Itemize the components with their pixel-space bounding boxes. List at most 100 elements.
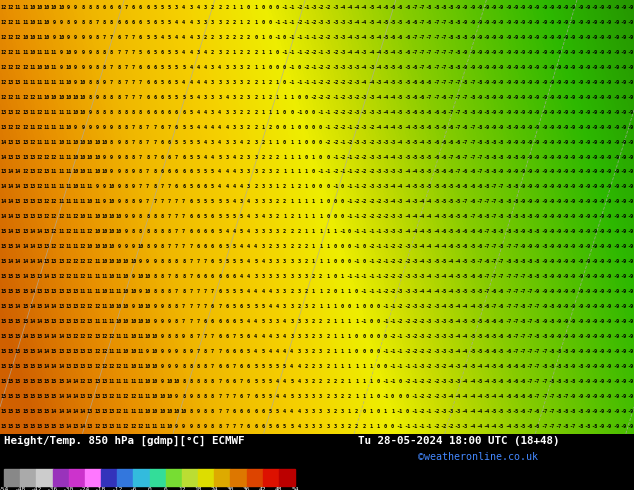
- Text: -9: -9: [598, 80, 605, 85]
- Text: 8: 8: [110, 140, 113, 145]
- Text: 11: 11: [145, 424, 151, 429]
- Text: 0: 0: [340, 199, 344, 204]
- Text: -4: -4: [411, 229, 417, 234]
- Text: -6: -6: [498, 379, 504, 384]
- Text: 9: 9: [117, 140, 120, 145]
- Text: -1: -1: [397, 349, 403, 354]
- Text: -9: -9: [548, 289, 554, 294]
- Text: -7: -7: [505, 289, 511, 294]
- Text: -2: -2: [389, 334, 396, 339]
- Text: -9: -9: [569, 124, 576, 129]
- Text: -1: -1: [303, 35, 309, 40]
- Text: 6: 6: [240, 394, 243, 399]
- Text: -7: -7: [433, 80, 439, 85]
- Text: -9: -9: [541, 110, 547, 115]
- Text: 6: 6: [247, 364, 250, 369]
- Text: -7: -7: [418, 35, 425, 40]
- Text: -7: -7: [490, 214, 496, 220]
- Text: 14: 14: [29, 319, 36, 324]
- Text: 6: 6: [132, 20, 135, 25]
- Text: 13: 13: [37, 199, 42, 204]
- Text: -8: -8: [569, 409, 576, 414]
- Text: -2: -2: [375, 259, 382, 264]
- Text: -9: -9: [526, 124, 533, 129]
- Text: 8: 8: [175, 259, 178, 264]
- Text: 2: 2: [290, 289, 294, 294]
- Text: -4: -4: [346, 35, 353, 40]
- Text: 12: 12: [15, 110, 21, 115]
- Text: 12: 12: [108, 364, 115, 369]
- Text: -5: -5: [455, 289, 461, 294]
- Text: 1: 1: [304, 184, 307, 190]
- Text: -2: -2: [368, 199, 374, 204]
- Text: 9: 9: [160, 364, 164, 369]
- Text: 2: 2: [304, 289, 307, 294]
- Text: 4: 4: [197, 95, 200, 99]
- Text: 3: 3: [290, 274, 294, 279]
- Text: 10: 10: [152, 364, 158, 369]
- Text: -8: -8: [548, 304, 554, 309]
- Text: -2: -2: [332, 124, 338, 129]
- Text: 1: 1: [319, 229, 322, 234]
- Text: -9: -9: [534, 214, 540, 220]
- Text: 12: 12: [123, 394, 129, 399]
- Text: -3: -3: [447, 334, 453, 339]
- Text: 10: 10: [29, 35, 36, 40]
- Text: 3: 3: [254, 140, 257, 145]
- Text: 1: 1: [297, 140, 301, 145]
- Bar: [262, 469, 279, 486]
- Text: 13: 13: [22, 140, 29, 145]
- Text: 0: 0: [319, 184, 322, 190]
- Text: -9: -9: [584, 289, 590, 294]
- Text: -9: -9: [577, 259, 583, 264]
- Text: -9: -9: [555, 5, 562, 10]
- Text: -9: -9: [569, 184, 576, 190]
- Text: -9: -9: [584, 409, 590, 414]
- Text: 8: 8: [124, 170, 127, 174]
- Text: 11: 11: [116, 379, 122, 384]
- Text: -9: -9: [548, 184, 554, 190]
- Text: -2: -2: [382, 274, 389, 279]
- Text: 0: 0: [362, 334, 365, 339]
- Text: -7: -7: [490, 199, 496, 204]
- Text: 14: 14: [29, 244, 36, 249]
- Text: -4: -4: [361, 65, 367, 70]
- Text: -7: -7: [512, 334, 518, 339]
- Text: 9: 9: [160, 304, 164, 309]
- Text: -3: -3: [382, 199, 389, 204]
- Text: -3: -3: [411, 274, 417, 279]
- Text: -8: -8: [562, 349, 569, 354]
- Text: -6: -6: [505, 334, 511, 339]
- Text: 2: 2: [261, 154, 264, 160]
- Text: -9: -9: [613, 5, 619, 10]
- Text: 11: 11: [94, 199, 100, 204]
- Text: -9: -9: [569, 95, 576, 99]
- Text: 3: 3: [304, 349, 307, 354]
- Text: 12: 12: [44, 199, 50, 204]
- Text: -9: -9: [569, 259, 576, 264]
- Text: -7: -7: [469, 124, 475, 129]
- Text: -4: -4: [375, 95, 382, 99]
- Text: -7: -7: [526, 289, 533, 294]
- Text: 8: 8: [96, 80, 99, 85]
- Text: -4: -4: [404, 184, 410, 190]
- Text: 0: 0: [370, 304, 373, 309]
- Text: -9: -9: [577, 124, 583, 129]
- Text: -3: -3: [397, 154, 403, 160]
- Text: 14: 14: [58, 394, 65, 399]
- Text: -9: -9: [562, 110, 569, 115]
- Text: -9: -9: [620, 379, 626, 384]
- Text: 15: 15: [37, 364, 42, 369]
- Text: 15: 15: [22, 349, 29, 354]
- Text: -3: -3: [339, 50, 346, 55]
- Text: -9: -9: [613, 229, 619, 234]
- Text: -9: -9: [548, 65, 554, 70]
- Text: -9: -9: [455, 5, 461, 10]
- Text: 13: 13: [22, 154, 29, 160]
- Text: -9: -9: [512, 50, 518, 55]
- Text: 15: 15: [1, 364, 7, 369]
- Text: 1: 1: [269, 50, 272, 55]
- Text: -2: -2: [332, 50, 338, 55]
- Text: -2: -2: [310, 95, 316, 99]
- Text: 4: 4: [240, 184, 243, 190]
